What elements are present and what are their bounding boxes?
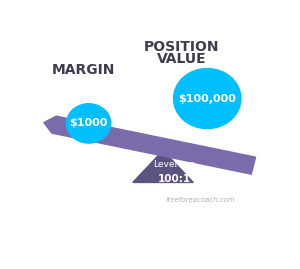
Text: $1000: $1000 [70, 118, 108, 128]
Polygon shape [52, 116, 256, 174]
Text: VALUE: VALUE [157, 52, 206, 66]
Circle shape [173, 69, 241, 129]
Polygon shape [133, 150, 193, 182]
Text: Leverage: Leverage [154, 160, 196, 169]
Polygon shape [44, 116, 56, 133]
Text: $100,000: $100,000 [178, 94, 236, 104]
Circle shape [67, 104, 111, 143]
Text: POSITION: POSITION [144, 40, 219, 54]
Text: freeforexcoach.com: freeforexcoach.com [165, 197, 235, 203]
Text: MARGIN: MARGIN [52, 63, 115, 77]
Text: 100:1: 100:1 [158, 174, 191, 184]
